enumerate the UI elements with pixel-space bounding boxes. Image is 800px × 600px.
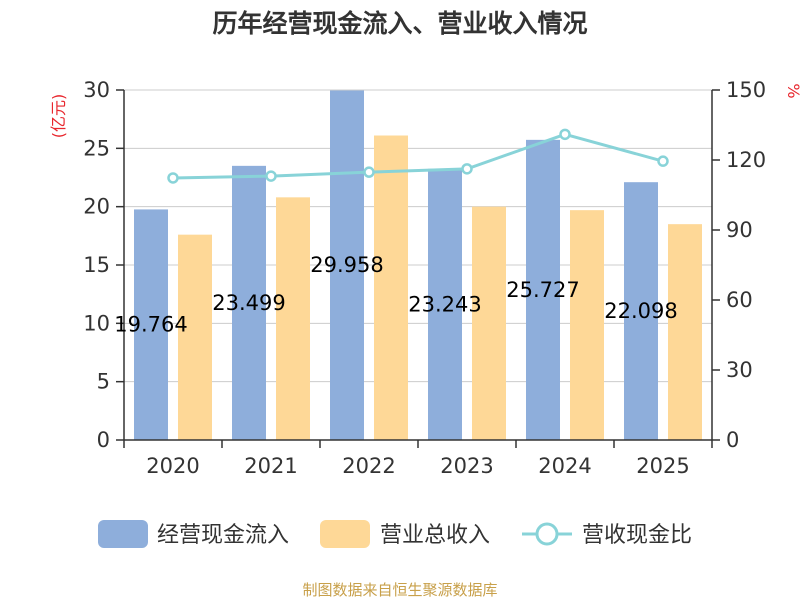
left-tick-label: 5 xyxy=(97,370,110,394)
chart-title: 历年经营现金流入、营业收入情况 xyxy=(212,9,587,38)
bar-revenue-2025 xyxy=(668,224,702,440)
left-axis-ticks: 0 5 10 15 20 25 30 xyxy=(83,78,124,452)
bar-revenue-2024 xyxy=(570,210,604,440)
ratio-point-2023 xyxy=(461,163,473,175)
x-tick-label: 2022 xyxy=(342,454,395,478)
data-label-2025: 22.098 xyxy=(604,299,677,323)
x-axis-ticks: 2020 2021 2022 2023 2024 2025 xyxy=(123,440,713,478)
source-note: 制图数据来自恒生聚源数据库 xyxy=(302,581,497,599)
legend-label-revenue: 营业总收入 xyxy=(380,523,490,548)
bar-cash-inflow-2023 xyxy=(428,168,462,440)
bar-cash-inflow-2025 xyxy=(624,182,658,440)
right-axis-ticks: 0 30 60 90 120 150 xyxy=(712,78,766,452)
left-tick-label: 25 xyxy=(83,136,110,160)
ratio-line-path xyxy=(172,132,664,180)
right-tick-label: 30 xyxy=(726,358,753,382)
right-tick-label: 90 xyxy=(726,218,753,242)
right-axis-unit: % xyxy=(784,83,800,98)
data-label-2022: 29.958 xyxy=(310,253,383,277)
data-label-2024: 25.727 xyxy=(506,278,579,302)
data-label-2021: 23.499 xyxy=(212,291,285,315)
legend-label-ratio: 营收现金比 xyxy=(582,523,692,548)
legend-swatch-cash-inflow xyxy=(98,520,148,548)
left-tick-label: 10 xyxy=(83,311,110,335)
ratio-line xyxy=(167,128,669,184)
right-tick-label: 150 xyxy=(726,78,766,102)
legend-marker-ratio xyxy=(535,522,559,546)
x-tick-label: 2024 xyxy=(538,454,591,478)
legend-item-revenue[interactable]: 营业总收入 xyxy=(320,520,490,548)
bar-cash-inflow-2020 xyxy=(134,209,168,440)
x-tick-label: 2025 xyxy=(636,454,689,478)
left-tick-label: 30 xyxy=(83,78,110,102)
data-labels: 19.764 23.499 29.958 23.243 25.727 22.098 xyxy=(114,253,677,336)
bars xyxy=(134,90,702,441)
bar-cash-inflow-2021 xyxy=(232,165,266,440)
right-tick-label: 60 xyxy=(726,288,753,312)
ratio-point-2024 xyxy=(559,128,571,141)
bar-cash-inflow-2022 xyxy=(330,90,364,441)
legend-item-ratio[interactable]: 营收现金比 xyxy=(522,522,692,548)
legend-label-cash-inflow: 经营现金流入 xyxy=(157,523,289,548)
bar-revenue-2020 xyxy=(178,234,212,440)
ratio-point-2021 xyxy=(265,170,277,182)
grid-lines xyxy=(124,89,712,383)
ratio-point-2020 xyxy=(167,172,179,184)
legend-item-cash-inflow[interactable]: 经营现金流入 xyxy=(98,520,289,548)
left-tick-label: 0 xyxy=(97,428,110,452)
legend-swatch-revenue xyxy=(320,520,370,548)
left-tick-label: 15 xyxy=(83,253,110,277)
left-axis-unit: (亿元) xyxy=(49,94,68,139)
left-tick-label: 20 xyxy=(83,195,110,219)
data-label-2020: 19.764 xyxy=(114,313,187,337)
bar-revenue-2021 xyxy=(276,197,310,440)
bar-revenue-2022 xyxy=(374,135,408,440)
x-tick-label: 2020 xyxy=(146,454,199,478)
bar-revenue-2023 xyxy=(472,206,506,440)
right-tick-label: 120 xyxy=(726,148,766,172)
right-tick-label: 0 xyxy=(726,428,739,452)
legend[interactable]: 经营现金流入 营业总收入 营收现金比 xyxy=(98,520,692,548)
data-label-2023: 23.243 xyxy=(408,292,481,316)
x-tick-label: 2023 xyxy=(440,454,493,478)
bar-cash-inflow-2024 xyxy=(526,139,560,440)
ratio-point-2022 xyxy=(363,166,375,178)
x-tick-label: 2021 xyxy=(244,454,297,478)
ratio-point-2025 xyxy=(657,155,669,167)
